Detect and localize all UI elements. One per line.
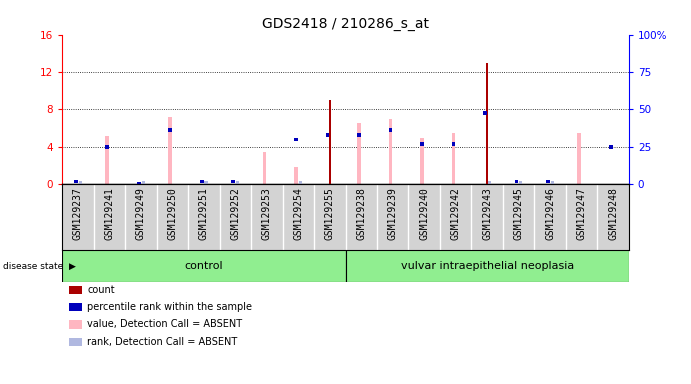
Text: GSM129253: GSM129253 bbox=[262, 188, 272, 240]
Bar bbox=[169, 128, 172, 132]
Text: GSM129237: GSM129237 bbox=[73, 188, 83, 240]
Text: GSM129240: GSM129240 bbox=[419, 188, 429, 240]
Bar bbox=[452, 133, 455, 184]
Text: GSM129241: GSM129241 bbox=[104, 188, 115, 240]
Bar bbox=[346, 250, 629, 282]
Bar bbox=[420, 137, 424, 184]
Text: GSM129238: GSM129238 bbox=[357, 188, 366, 240]
Bar bbox=[551, 181, 554, 184]
Text: GSM129255: GSM129255 bbox=[325, 188, 334, 240]
Text: GSM129252: GSM129252 bbox=[230, 188, 240, 240]
Text: percentile rank within the sample: percentile rank within the sample bbox=[87, 302, 252, 312]
Text: GSM129251: GSM129251 bbox=[199, 188, 209, 240]
Bar bbox=[105, 145, 109, 149]
Text: GSM129245: GSM129245 bbox=[513, 188, 524, 240]
Text: GSM129239: GSM129239 bbox=[388, 188, 398, 240]
Bar bbox=[231, 180, 235, 184]
Text: GSM129243: GSM129243 bbox=[482, 188, 492, 240]
Bar bbox=[325, 133, 330, 137]
Text: GSM129254: GSM129254 bbox=[293, 188, 303, 240]
Text: GSM129246: GSM129246 bbox=[545, 188, 555, 240]
Bar bbox=[79, 181, 82, 184]
Bar bbox=[137, 182, 140, 186]
Bar bbox=[488, 181, 491, 184]
Bar bbox=[578, 133, 581, 184]
Bar bbox=[420, 142, 424, 146]
Bar bbox=[609, 145, 613, 149]
Bar bbox=[388, 128, 392, 132]
Text: control: control bbox=[184, 261, 223, 271]
Bar bbox=[483, 111, 487, 115]
Bar bbox=[236, 181, 239, 184]
Bar bbox=[294, 167, 298, 184]
Bar bbox=[105, 136, 109, 184]
Bar bbox=[205, 181, 207, 184]
Title: GDS2418 / 210286_s_at: GDS2418 / 210286_s_at bbox=[262, 17, 429, 31]
Bar bbox=[357, 124, 361, 184]
Bar bbox=[328, 100, 331, 184]
Bar bbox=[357, 133, 361, 137]
Text: disease state  ▶: disease state ▶ bbox=[3, 262, 76, 271]
Bar bbox=[263, 152, 267, 184]
Bar bbox=[388, 119, 392, 184]
Text: GSM129249: GSM129249 bbox=[136, 188, 146, 240]
Bar bbox=[200, 180, 204, 184]
Text: GSM129250: GSM129250 bbox=[167, 188, 178, 240]
Bar bbox=[169, 117, 172, 184]
Bar bbox=[515, 180, 518, 184]
Bar bbox=[486, 63, 489, 184]
Bar bbox=[452, 142, 455, 146]
Bar bbox=[546, 180, 550, 184]
Bar bbox=[62, 250, 346, 282]
Text: count: count bbox=[87, 285, 115, 295]
Text: vulvar intraepithelial neoplasia: vulvar intraepithelial neoplasia bbox=[401, 261, 574, 271]
Bar bbox=[519, 181, 522, 184]
Text: rank, Detection Call = ABSENT: rank, Detection Call = ABSENT bbox=[87, 337, 237, 347]
Text: GSM129242: GSM129242 bbox=[451, 188, 461, 240]
Text: value, Detection Call = ABSENT: value, Detection Call = ABSENT bbox=[87, 319, 242, 329]
Bar bbox=[294, 137, 298, 141]
Bar bbox=[74, 180, 77, 184]
Text: GSM129248: GSM129248 bbox=[608, 188, 618, 240]
Text: GSM129247: GSM129247 bbox=[576, 188, 587, 240]
Bar bbox=[299, 181, 302, 184]
Bar bbox=[142, 181, 144, 184]
